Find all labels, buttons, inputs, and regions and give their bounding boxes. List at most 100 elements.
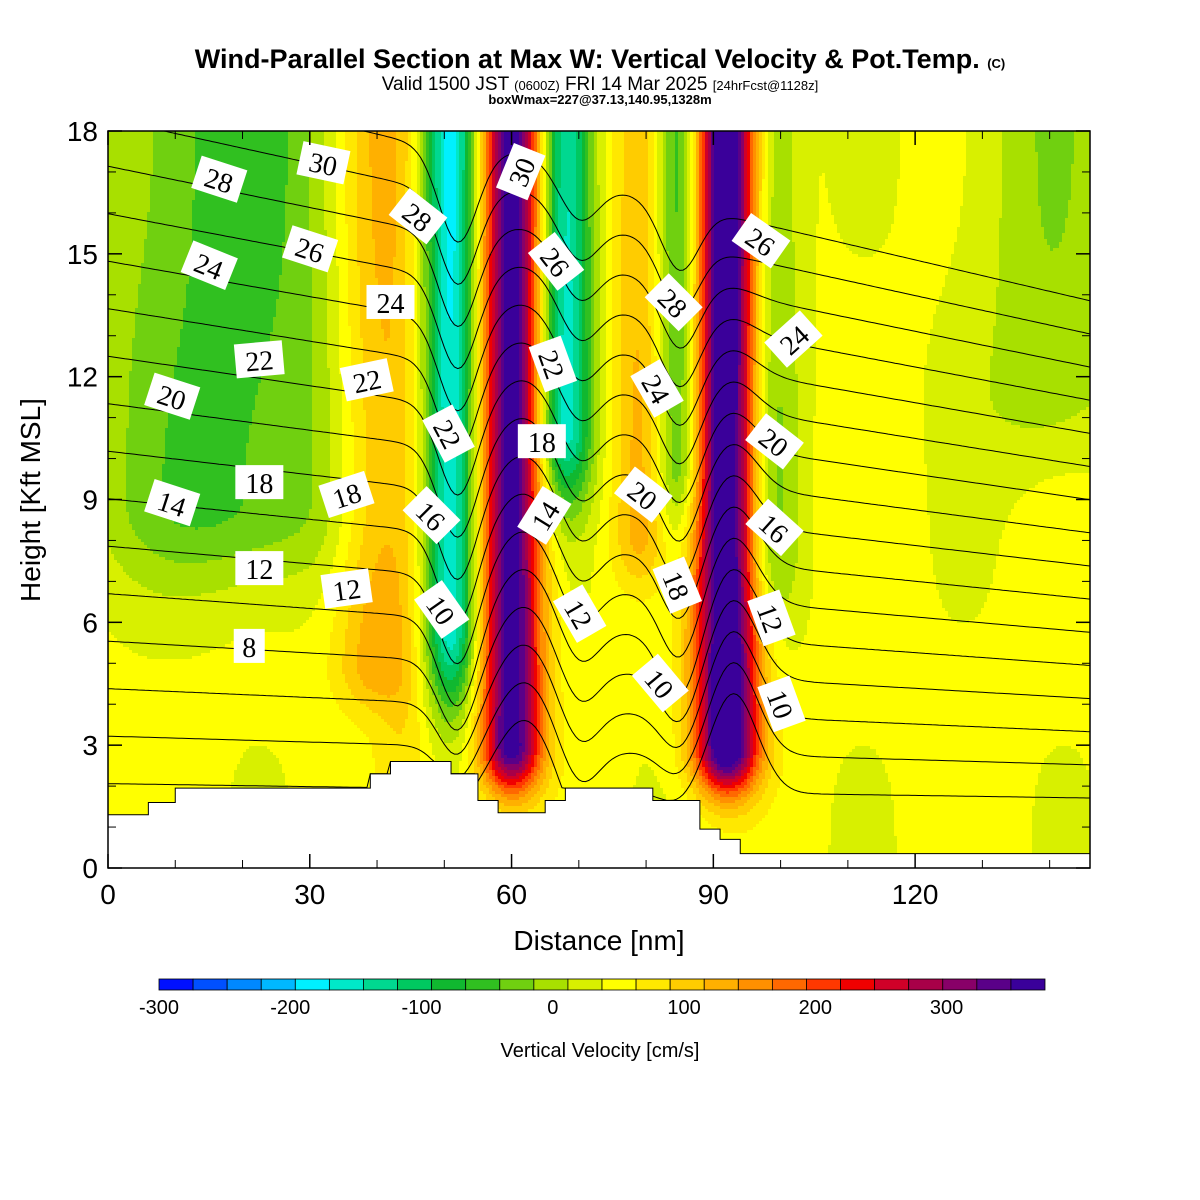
velocity-cell <box>138 137 141 140</box>
velocity-cell <box>273 137 276 140</box>
velocity-cell <box>246 134 249 137</box>
velocity-cell <box>636 137 639 140</box>
velocity-cell <box>675 134 678 137</box>
velocity-cell <box>822 134 825 137</box>
velocity-cell <box>411 134 414 137</box>
velocity-cell <box>573 137 576 140</box>
velocity-cell <box>1056 134 1059 137</box>
velocity-cell <box>768 137 771 140</box>
velocity-cell <box>645 134 648 137</box>
velocity-cell <box>687 134 690 137</box>
velocity-cell <box>717 134 720 137</box>
velocity-cell <box>381 137 384 140</box>
velocity-cell <box>852 134 855 137</box>
velocity-cell <box>456 137 459 140</box>
velocity-cell <box>627 137 630 140</box>
velocity-cell <box>345 134 348 137</box>
velocity-cell <box>123 134 126 137</box>
velocity-cell <box>819 134 822 137</box>
velocity-cell <box>201 134 204 137</box>
velocity-cell <box>999 134 1002 137</box>
velocity-cell <box>450 137 453 140</box>
velocity-cell <box>150 137 153 140</box>
velocity-cell <box>348 137 351 140</box>
velocity-cell <box>564 134 567 137</box>
velocity-cell <box>720 134 723 137</box>
velocity-cell <box>564 137 567 140</box>
velocity-cell <box>159 134 162 137</box>
velocity-cell <box>660 137 663 140</box>
velocity-cell <box>156 134 159 137</box>
velocity-cell <box>588 134 591 137</box>
velocity-cell <box>504 137 507 140</box>
velocity-cell <box>279 137 282 140</box>
velocity-cell <box>669 137 672 140</box>
velocity-cell <box>408 137 411 140</box>
velocity-cell <box>129 137 132 140</box>
velocity-cell <box>306 137 309 140</box>
velocity-cell <box>342 134 345 137</box>
velocity-cell <box>990 134 993 137</box>
velocity-cell <box>1080 134 1083 137</box>
velocity-cell <box>420 137 423 140</box>
velocity-cell <box>417 137 420 140</box>
velocity-cell <box>327 137 330 140</box>
velocity-cell <box>525 137 528 140</box>
velocity-cell <box>480 137 483 140</box>
velocity-cell <box>363 134 366 137</box>
velocity-cell <box>357 134 360 137</box>
velocity-cell <box>258 134 261 137</box>
velocity-cell <box>357 137 360 140</box>
velocity-cell <box>630 137 633 140</box>
velocity-cell <box>231 137 234 140</box>
velocity-cell <box>810 134 813 137</box>
velocity-cell <box>885 134 888 137</box>
velocity-cell <box>654 134 657 137</box>
velocity-cell <box>435 134 438 137</box>
velocity-cell <box>570 137 573 140</box>
velocity-cell <box>873 134 876 137</box>
velocity-cell <box>984 134 987 137</box>
velocity-cell <box>1026 134 1029 137</box>
velocity-cell <box>546 137 549 140</box>
velocity-cell <box>1041 134 1044 137</box>
velocity-cell <box>144 137 147 140</box>
velocity-cell <box>633 137 636 140</box>
velocity-cell <box>660 134 663 137</box>
velocity-cell <box>153 134 156 137</box>
velocity-cell <box>429 137 432 140</box>
velocity-cell <box>204 134 207 137</box>
velocity-cell <box>834 134 837 137</box>
cross-section-chart: 28 302830262424262826242222 22242022 18 2018… <box>0 0 1200 1200</box>
velocity-cell <box>339 134 342 137</box>
velocity-cell <box>489 137 492 140</box>
velocity-cell <box>996 134 999 137</box>
velocity-cell <box>591 137 594 140</box>
velocity-cell <box>720 137 723 140</box>
velocity-cell <box>498 134 501 137</box>
velocity-cell <box>300 134 303 137</box>
velocity-cell <box>609 134 612 137</box>
velocity-cell <box>693 134 696 137</box>
velocity-cell <box>504 134 507 137</box>
velocity-cell <box>726 134 729 137</box>
velocity-cell <box>525 134 528 137</box>
velocity-cell <box>1002 134 1005 137</box>
velocity-cell <box>255 134 258 137</box>
velocity-cell <box>756 137 759 140</box>
velocity-cell <box>969 134 972 137</box>
velocity-cell <box>501 134 504 137</box>
velocity-cell <box>975 134 978 137</box>
velocity-cell <box>312 134 315 137</box>
velocity-cell <box>906 134 909 137</box>
velocity-cell <box>489 134 492 137</box>
velocity-cell <box>1038 134 1041 137</box>
velocity-cell <box>1023 134 1026 137</box>
velocity-cell <box>786 134 789 137</box>
velocity-cell <box>1074 134 1077 137</box>
velocity-cell <box>435 137 438 140</box>
velocity-cell <box>777 134 780 137</box>
velocity-cell <box>321 134 324 137</box>
velocity-cell <box>498 137 501 140</box>
velocity-cell <box>231 134 234 137</box>
